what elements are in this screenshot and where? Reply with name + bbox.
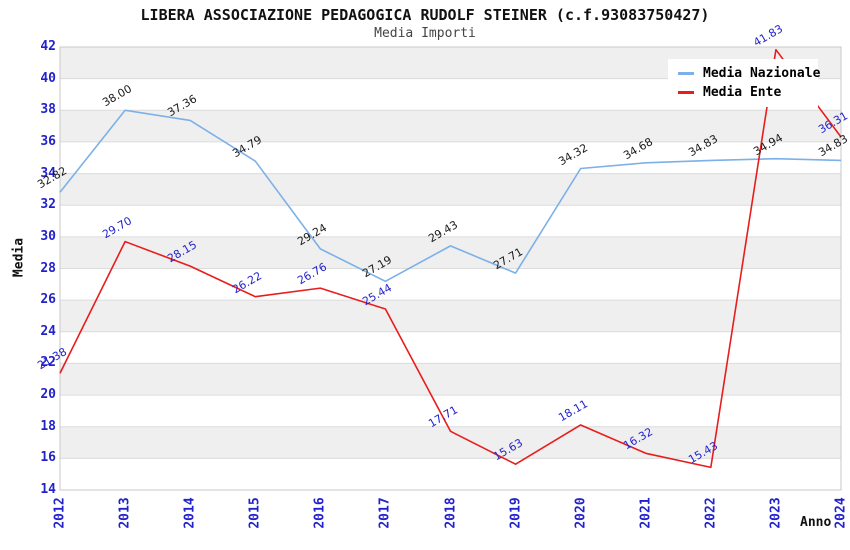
y-tick-label: 18 (40, 418, 56, 434)
x-tick-label: 2018 (443, 497, 458, 529)
plot-band (60, 300, 841, 332)
y-axis-title: Media (11, 237, 27, 278)
legend: Media Nazionale Media Ente (668, 59, 820, 107)
plot-band (60, 363, 841, 396)
y-tick-label: 28 (40, 260, 56, 276)
legend-swatch-ente (678, 91, 694, 94)
x-tick-label: 2016 (312, 497, 328, 529)
x-axis-title: Anno (800, 515, 832, 530)
legend-item-nazionale: Media Nazionale (678, 64, 820, 83)
chart-subtitle: Media Importi (374, 26, 476, 41)
y-tick-label: 38 (40, 102, 56, 118)
legend-label-ente: Media Ente (703, 85, 782, 100)
plot-band (60, 268, 841, 301)
x-tick-label: 2024 (833, 497, 849, 529)
legend-swatch-nazionale (678, 72, 694, 75)
y-tick-label: 22 (40, 355, 56, 371)
y-tick-label: 26 (40, 292, 56, 308)
plot-band (60, 395, 841, 427)
x-tick-label: 2022 (703, 497, 719, 529)
plot-band (60, 110, 841, 142)
y-tick-label: 24 (40, 323, 56, 339)
y-tick-label: 32 (40, 197, 56, 213)
x-tick-label: 2020 (573, 497, 589, 529)
x-tick-label: 2017 (377, 497, 393, 529)
legend-item-ente: Media Ente (678, 83, 810, 102)
x-tick-label: 2015 (247, 497, 263, 529)
plot-band (60, 331, 841, 364)
y-tick-label: 30 (40, 228, 56, 244)
plot-band (60, 458, 841, 490)
x-tick-label: 2019 (508, 497, 524, 529)
plot-band (60, 173, 841, 206)
x-tick-label: 2013 (117, 497, 133, 529)
y-tick-label: 36 (40, 133, 56, 149)
y-tick-label: 40 (40, 70, 56, 86)
x-tick-label: 2014 (182, 497, 198, 529)
legend-label-nazionale: Media Nazionale (703, 66, 821, 81)
y-tick-label: 20 (40, 387, 56, 403)
chart-title: LIBERA ASSOCIAZIONE PEDAGOGICA RUDOLF ST… (140, 6, 710, 24)
y-tick-label: 16 (40, 450, 56, 466)
y-tick-label: 34 (40, 165, 56, 181)
y-tick-label: 14 (40, 482, 56, 497)
x-tick-label: 2023 (768, 497, 784, 529)
plot-band (60, 141, 841, 174)
plot-band (60, 205, 841, 237)
x-tick-label: 2012 (52, 497, 68, 529)
plot-border (59, 46, 842, 491)
series-line-0 (59, 109, 842, 283)
y-tick-label: 42 (40, 39, 56, 54)
x-tick-label: 2021 (638, 497, 654, 529)
plot-band (60, 236, 841, 269)
series-line-1 (59, 48, 842, 469)
